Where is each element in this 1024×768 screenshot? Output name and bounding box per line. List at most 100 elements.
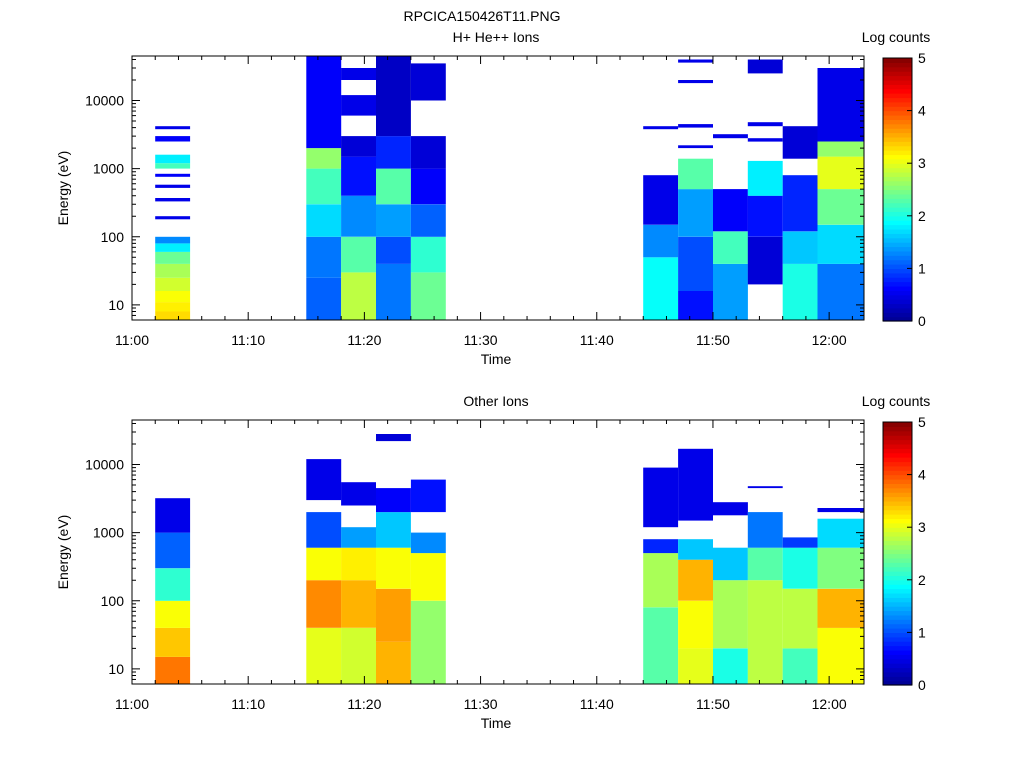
heatmap-cell	[713, 502, 748, 516]
heatmap-cell	[341, 547, 376, 581]
y-tick-label: 10	[108, 661, 124, 677]
heatmap-cell	[713, 134, 748, 139]
colorbar-segment	[883, 154, 912, 160]
x-tick-label: 11:00	[115, 332, 149, 348]
heatmap-cell	[306, 459, 342, 501]
heatmap-cell	[155, 173, 191, 177]
colorbar-segment	[883, 93, 912, 99]
colorbar-segment	[883, 316, 912, 322]
heatmap-cell	[155, 291, 191, 303]
colorbar-segment	[883, 250, 912, 256]
heatmap-cell	[155, 184, 191, 188]
heatmap-cell	[817, 518, 864, 548]
heatmap-cell	[376, 168, 411, 205]
x-tick-label: 12:00	[812, 696, 847, 712]
colorbar: 0 1 2 3 4 5 Log counts	[862, 393, 931, 693]
colorbar-segment	[883, 654, 912, 660]
heatmap-cell	[155, 216, 191, 220]
heatmap-cell	[747, 236, 783, 285]
figure-title: RPCICA150426T11.PNG	[404, 8, 561, 24]
colorbar-segment	[883, 614, 912, 620]
heatmap-cell	[782, 126, 818, 159]
colorbar-segment	[883, 285, 912, 291]
heatmap-cell	[643, 257, 679, 320]
y-tick-label: 100	[101, 229, 125, 245]
heatmap-cell	[155, 136, 191, 142]
heatmap-cell	[155, 163, 191, 169]
colorbar-segment	[883, 97, 912, 103]
colorbar-segment	[883, 75, 912, 81]
colorbar-segment	[883, 671, 912, 677]
x-tick-label: 11:40	[580, 332, 614, 348]
colorbar-segment	[883, 597, 912, 603]
colorbar-segment	[883, 680, 912, 686]
colorbar-segment	[883, 500, 912, 506]
heatmap-cell	[155, 154, 191, 164]
x-tick-label: 11:10	[231, 696, 265, 712]
heatmap-cell	[341, 627, 376, 684]
colorbar-segment	[883, 474, 912, 480]
colorbar-segment	[883, 132, 912, 138]
heatmap-cell	[410, 479, 446, 513]
heatmap-cell	[817, 68, 864, 142]
colorbar-segment	[883, 535, 912, 541]
colorbar-segment	[883, 119, 912, 125]
colorbar-label: Log counts	[862, 393, 931, 409]
heatmap-cell	[155, 277, 191, 291]
colorbar-segment	[883, 114, 912, 120]
colorbar-segment	[883, 579, 912, 585]
colorbar-segment	[883, 101, 912, 107]
heatmap-cell	[817, 547, 864, 589]
x-tick-label: 11:40	[580, 696, 614, 712]
colorbar-segment	[883, 259, 912, 265]
colorbar-segment	[883, 167, 912, 173]
y-tick-label: 100	[101, 593, 125, 609]
colorbar-segment	[883, 224, 912, 230]
heatmap-cell	[747, 512, 783, 548]
colorbar-segment	[883, 584, 912, 590]
heatmap-cell	[678, 559, 713, 601]
colorbar-segment	[883, 509, 912, 515]
heatmap-cell	[376, 204, 411, 237]
heatmap-cell	[155, 568, 191, 601]
heatmap-cell	[643, 126, 679, 130]
heatmap-cell	[376, 263, 411, 320]
colorbar-segment	[883, 457, 912, 463]
colorbar-segment	[883, 641, 912, 647]
colorbar-segment	[883, 150, 912, 156]
heatmap-cell	[341, 195, 376, 237]
colorbar-segment	[883, 128, 912, 134]
colorbar-segment	[883, 272, 912, 278]
colorbar-tick-label: 2	[918, 572, 926, 588]
colorbar-tick-label: 0	[918, 313, 926, 329]
heatmap-cell	[341, 527, 376, 548]
heatmap-cell	[376, 641, 411, 684]
colorbar-segment	[883, 303, 912, 309]
heatmap-cell	[747, 160, 783, 196]
colorbar-segment	[883, 619, 912, 625]
x-tick-label: 11:00	[115, 696, 149, 712]
heatmap-cell	[376, 56, 411, 137]
heatmap-cell	[817, 141, 864, 157]
panels: 11:00 11:10 11:20 11:30 11:40 11:50 12:0010100…	[55, 29, 930, 731]
colorbar-segment	[883, 658, 912, 664]
y-tick-label: 1000	[93, 525, 124, 541]
colorbar-segment	[883, 448, 912, 454]
colorbar-segment	[883, 158, 912, 164]
heatmap-cell	[782, 547, 818, 589]
colorbar-segment	[883, 566, 912, 572]
colorbar-segment	[883, 606, 912, 612]
x-tick-label: 11:50	[696, 332, 730, 348]
x-tick-label: 11:50	[696, 696, 730, 712]
colorbar-segment	[883, 470, 912, 476]
colorbar-segment	[883, 246, 912, 252]
colorbar-segment	[883, 562, 912, 568]
heatmap-cell	[643, 539, 679, 554]
panel-title: H+ He++ Ions	[453, 29, 540, 45]
heatmap-cell	[817, 263, 864, 320]
colorbar-label: Log counts	[862, 29, 931, 45]
colorbar-segment	[883, 277, 912, 283]
heatmap-cell	[817, 224, 864, 264]
colorbar-tick-label: 4	[918, 103, 926, 119]
colorbar-segment	[883, 505, 912, 511]
